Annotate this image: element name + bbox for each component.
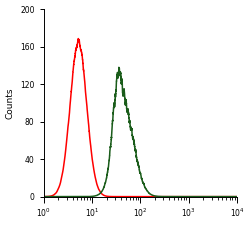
Y-axis label: Counts: Counts [6, 87, 15, 119]
